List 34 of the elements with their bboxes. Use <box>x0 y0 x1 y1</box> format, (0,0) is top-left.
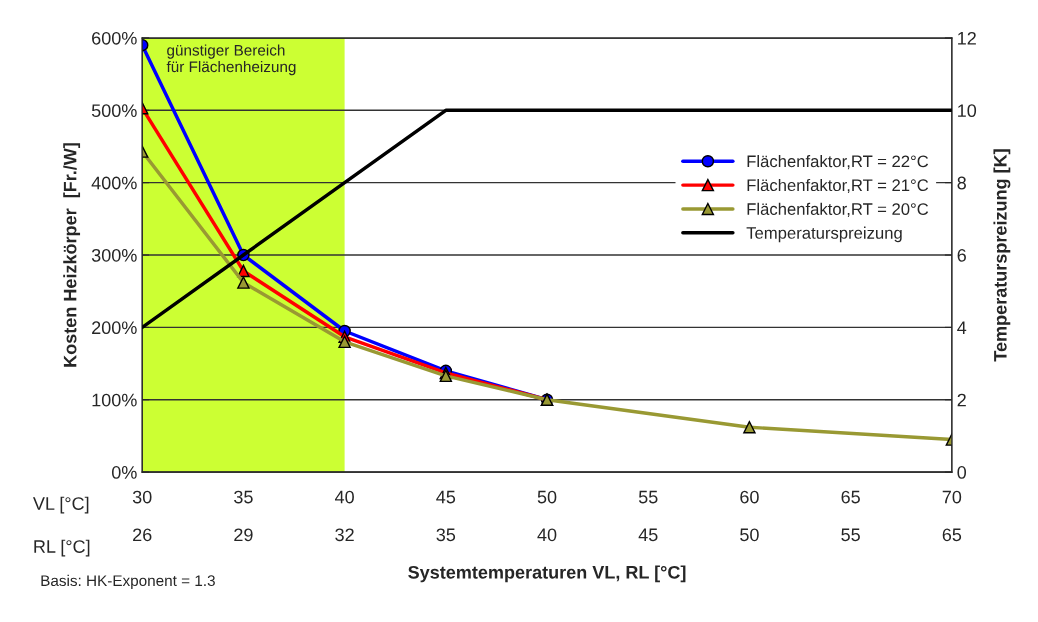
y2-tick-label: 6 <box>957 248 966 262</box>
y-tick-label: 100% <box>92 393 137 407</box>
y2-tick-label: 2 <box>957 393 966 407</box>
y2-tick-label: 10 <box>958 104 977 118</box>
y2-tick-label: 0 <box>957 466 967 479</box>
y-axis-title: Kosten Heizkörper [Fr./W] <box>63 143 81 367</box>
y2-tick-label: 8 <box>957 176 966 190</box>
y-tick-label: 400% <box>91 176 137 190</box>
y2-tick-label: 4 <box>957 321 967 334</box>
y-tick-label: 600% <box>92 31 137 45</box>
y-tick-label: 500% <box>91 104 137 118</box>
category-label: 60 50 <box>740 490 759 542</box>
category-label: 30 26 <box>132 490 152 542</box>
category-label: 45 35 <box>436 490 456 542</box>
legend-label: Temperaturspreizung <box>746 226 902 243</box>
y-tick-label: 300% <box>91 248 137 262</box>
band-label: günstiger Bereich für Flächenheizung <box>166 44 296 76</box>
category-label: 35 29 <box>234 490 253 542</box>
legend-label: Flächenfaktor,RT = 22°C <box>747 155 929 170</box>
text: Basis: HK-Exponent = 1.3 <box>41 574 215 590</box>
y2-axis-title: Temperaturspreizung [K] <box>993 149 1011 362</box>
category-label: 65 55 <box>841 490 860 542</box>
text: VL [°C] <box>32 496 89 514</box>
category-label: 55 45 <box>638 490 658 542</box>
category-label: 70 65 <box>942 490 962 542</box>
category-label: 50 40 <box>537 490 557 542</box>
legend-label: Flächenfaktor,RT = 20°C <box>747 202 929 217</box>
x-axis-title: Systemtemperaturen VL, RL [°C] <box>408 565 686 583</box>
y-tick-label: 0% <box>111 466 137 479</box>
y-tick-label: 200% <box>92 321 137 335</box>
y2-tick-label: 12 <box>958 31 976 45</box>
text: RL [°C] <box>34 539 90 557</box>
category-label: 40 32 <box>334 490 354 542</box>
legend-label: Flächenfaktor,RT = 21°C <box>747 178 929 194</box>
